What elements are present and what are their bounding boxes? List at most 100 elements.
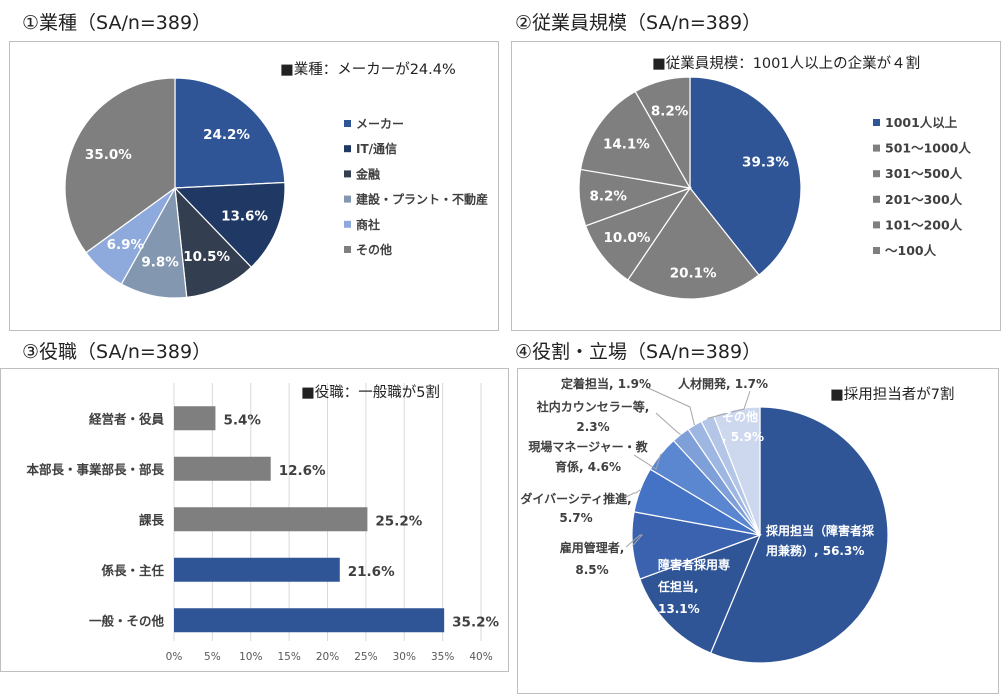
- legend-label: メーカー: [356, 117, 404, 131]
- pie-data-label: 24.2%: [203, 127, 250, 143]
- x-tick-label: 10%: [239, 651, 262, 663]
- legend-swatch: [873, 144, 880, 152]
- pie-data-label: 14.1%: [603, 136, 650, 152]
- x-tick-label: 40%: [469, 651, 492, 663]
- legend-label: 建設・プラント・不動産: [355, 192, 488, 207]
- bar: [174, 608, 445, 633]
- role-chart-title: ④役割・立場（SA/n=389）: [515, 341, 762, 363]
- pie-slice: [709, 406, 889, 664]
- legend-swatch: [344, 145, 351, 153]
- x-tick-label: 25%: [354, 651, 377, 663]
- leader-line: [625, 534, 644, 548]
- employees-pie-chart: 39.3%20.1%10.0%8.2%14.1%8.2%1001人以上501～1…: [578, 76, 971, 300]
- pie-data-label: 6.9%: [107, 237, 145, 253]
- pie-slice: [173, 181, 286, 269]
- pie-data-label: 任担当,: [657, 579, 699, 594]
- x-tick-label: 15%: [277, 651, 300, 663]
- legend-label: 金融: [355, 166, 380, 181]
- pie-data-label: 10.5%: [183, 249, 230, 265]
- pie-slice: [174, 77, 286, 189]
- pie-data-label: 8.2%: [589, 188, 627, 204]
- bar: [174, 456, 271, 481]
- position-chart-panel: 0% 5% 10% 15% 20% 25% 30% 35% 40% 経営者・役員 5.4% 本部長・事…: [0, 368, 509, 672]
- pie-slice: [639, 533, 762, 654]
- pie-data-label: 10.0%: [604, 230, 651, 246]
- employees-chart-title: ②従業員規模（SA/n=389）: [515, 12, 762, 34]
- legend-swatch: [344, 170, 351, 178]
- legend-label: 商社: [356, 217, 380, 232]
- bar: [174, 406, 216, 431]
- leader-line: [633, 453, 662, 470]
- bar-data-label: 21.6%: [348, 564, 395, 580]
- legend-label: 101～200人: [885, 217, 963, 232]
- pie-data-label: 5.7%: [559, 511, 592, 525]
- pie-data-label: 雇用管理者,: [560, 540, 625, 555]
- x-tick-label: 30%: [393, 651, 416, 663]
- legend-swatch: [344, 220, 351, 228]
- industry-chart-title: ①業種（SA/n=389）: [22, 12, 212, 34]
- legend-label: 501～1000人: [885, 141, 971, 156]
- y-category-label: 一般・その他: [89, 613, 165, 628]
- x-tick-label: 35%: [431, 651, 454, 663]
- pie-data-label: 社内カウンセラー等,: [536, 399, 650, 414]
- leader-line: [645, 386, 695, 426]
- x-tick-label: 20%: [316, 651, 339, 663]
- position-chart-title: ③役職（SA/n=389）: [22, 341, 212, 363]
- legend-swatch: [873, 170, 880, 178]
- pie-data-label: 35.0%: [85, 147, 132, 163]
- industry-note: ■業種：メーカーが24.4%: [280, 62, 456, 78]
- pie-slice: [627, 186, 760, 300]
- legend-swatch: [873, 247, 880, 254]
- pie-data-label: 2.3%: [576, 420, 609, 434]
- pie-data-label: 8.2%: [651, 104, 689, 120]
- pie-data-label: 9.8%: [141, 254, 179, 270]
- role-chart-panel: 採用担当（障害者採 用兼務）, 56.3% 障害者採用専 任担当, 13.1% 雇用管理者…: [517, 368, 999, 694]
- pie-data-label: 20.1%: [670, 265, 717, 281]
- role-note: ■採用担当者が7割: [830, 387, 955, 403]
- pie-data-label: ダイバーシティ推進,: [520, 491, 631, 506]
- leader-line: [707, 390, 751, 419]
- position-note: ■役職：一般職が5割: [301, 385, 440, 401]
- pie-data-label: 現場マネージャー・教: [528, 439, 648, 454]
- pie-data-label: 13.6%: [221, 209, 268, 225]
- legend-swatch: [344, 120, 351, 127]
- pie-slice: [64, 77, 176, 254]
- position-bar-chart: 0% 5% 10% 15% 20% 25% 30% 35% 40% 経営者・役員 5.4% 本部長・事…: [26, 383, 499, 663]
- bar-data-label: 25.2%: [375, 513, 422, 529]
- pie-slice: [712, 406, 761, 536]
- legend-label: 1001人以上: [885, 115, 958, 130]
- employees-chart-panel: 39.3% 20.1% 10.0% 8.2% 14.1% 8.2% 1001人以上 501～1…: [511, 41, 1001, 331]
- legend-label: 201～300人: [885, 192, 963, 207]
- legend-label: 301～500人: [885, 166, 963, 181]
- pie-data-label: 定着担当, 1.9%: [561, 376, 651, 391]
- legend-swatch: [873, 221, 880, 229]
- pie-slice: [174, 186, 253, 299]
- x-tick-label: 5%: [204, 651, 221, 663]
- legend-swatch: [873, 119, 880, 126]
- x-tick-label: 0%: [166, 651, 183, 663]
- bar: [174, 507, 368, 532]
- pie-data-label: 13.1%: [658, 602, 700, 616]
- bar: [174, 557, 340, 582]
- pie-data-label: 用兼務）, 56.3%: [765, 543, 864, 558]
- legend-label: その他: [356, 242, 392, 257]
- bar-data-label: 12.6%: [279, 463, 326, 479]
- leader-line: [655, 412, 681, 435]
- legend-swatch: [344, 246, 351, 253]
- legend-label: IT/通信: [356, 141, 397, 156]
- pie-data-label: その他: [722, 409, 758, 424]
- employees-note: ■従業員規模：1001人以上の企業が４割: [652, 56, 921, 72]
- pie-data-label: 採用担当（障害者採: [766, 523, 875, 538]
- y-category-label: 課長: [139, 512, 165, 527]
- pie-slice: [689, 76, 802, 276]
- pie-data-label: 8.5%: [575, 563, 608, 577]
- pie-data-label: , 5.9%: [722, 430, 764, 444]
- pie-data-label: 39.3%: [742, 155, 789, 171]
- bar-data-label: 35.2%: [452, 614, 499, 630]
- legend-swatch: [344, 195, 351, 203]
- y-category-label: 係長・主任: [101, 563, 164, 578]
- y-category-label: 経営者・役員: [89, 411, 165, 426]
- pie-data-label: 障害者採用専: [658, 557, 730, 572]
- legend-swatch: [873, 195, 880, 203]
